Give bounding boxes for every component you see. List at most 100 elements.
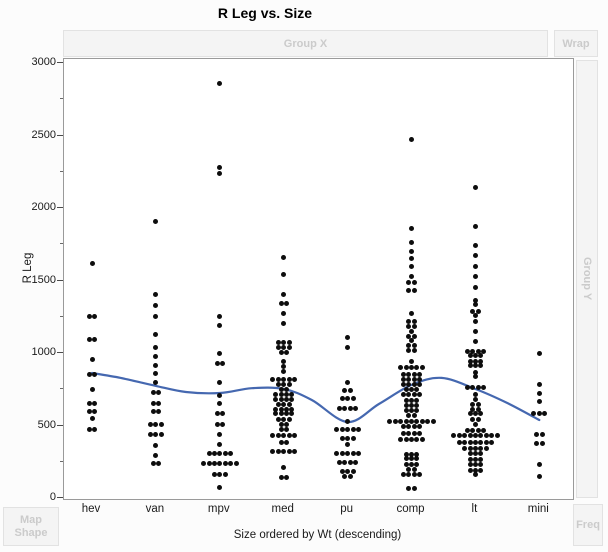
data-point[interactable] bbox=[470, 406, 476, 412]
data-point[interactable] bbox=[283, 426, 289, 432]
data-point[interactable] bbox=[286, 401, 292, 407]
data-point[interactable] bbox=[337, 405, 342, 411]
data-point[interactable] bbox=[472, 298, 478, 304]
data-point[interactable] bbox=[470, 401, 476, 407]
data-point[interactable] bbox=[411, 424, 417, 430]
data-point[interactable] bbox=[153, 344, 159, 350]
data-point[interactable] bbox=[414, 461, 420, 467]
data-point[interactable] bbox=[472, 450, 478, 456]
data-point[interactable] bbox=[281, 381, 287, 387]
data-point[interactable] bbox=[150, 409, 156, 415]
data-point[interactable] bbox=[409, 455, 414, 461]
data-point[interactable] bbox=[472, 433, 478, 439]
data-point[interactable] bbox=[472, 273, 478, 279]
data-point[interactable] bbox=[345, 344, 351, 350]
data-point[interactable] bbox=[86, 371, 92, 377]
data-point[interactable] bbox=[217, 164, 223, 170]
data-point[interactable] bbox=[283, 421, 289, 427]
data-point[interactable] bbox=[411, 472, 417, 478]
data-point[interactable] bbox=[403, 436, 409, 442]
data-point[interactable] bbox=[406, 424, 412, 430]
data-point[interactable] bbox=[153, 291, 159, 297]
data-point[interactable] bbox=[334, 426, 340, 432]
data-point[interactable] bbox=[339, 396, 345, 402]
data-point[interactable] bbox=[153, 431, 159, 437]
data-point[interactable] bbox=[478, 450, 484, 456]
data-point[interactable] bbox=[150, 390, 156, 396]
data-point[interactable] bbox=[467, 363, 473, 369]
data-point[interactable] bbox=[419, 436, 425, 442]
data-point[interactable] bbox=[481, 385, 486, 391]
data-point[interactable] bbox=[347, 405, 353, 411]
data-point[interactable] bbox=[409, 249, 414, 254]
data-point[interactable] bbox=[148, 431, 153, 437]
data-point[interactable] bbox=[281, 339, 287, 345]
data-point[interactable] bbox=[211, 461, 217, 467]
data-point[interactable] bbox=[409, 386, 414, 392]
data-point[interactable] bbox=[153, 452, 159, 458]
data-point[interactable] bbox=[283, 474, 289, 480]
data-point[interactable] bbox=[289, 406, 295, 412]
data-point[interactable] bbox=[283, 411, 289, 417]
data-point[interactable] bbox=[275, 401, 281, 407]
data-point[interactable] bbox=[217, 393, 223, 399]
data-point[interactable] bbox=[222, 450, 228, 456]
data-point[interactable] bbox=[289, 411, 295, 417]
data-point[interactable] bbox=[411, 318, 417, 324]
data-point[interactable] bbox=[406, 343, 412, 349]
data-point[interactable] bbox=[403, 455, 409, 461]
data-point[interactable] bbox=[350, 396, 356, 402]
data-point[interactable] bbox=[92, 408, 98, 414]
drop-zone-wrap[interactable]: Wrap bbox=[554, 30, 598, 57]
data-point[interactable] bbox=[211, 450, 217, 456]
data-point[interactable] bbox=[467, 445, 473, 451]
data-point[interactable] bbox=[222, 461, 228, 467]
data-point[interactable] bbox=[398, 418, 404, 424]
data-point[interactable] bbox=[472, 467, 478, 473]
data-point[interactable] bbox=[228, 461, 234, 467]
data-point[interactable] bbox=[481, 427, 486, 433]
data-point[interactable] bbox=[345, 435, 351, 441]
data-point[interactable] bbox=[92, 313, 98, 319]
data-point[interactable] bbox=[462, 439, 468, 445]
data-point[interactable] bbox=[347, 473, 353, 479]
data-point[interactable] bbox=[153, 354, 159, 360]
data-point[interactable] bbox=[414, 455, 420, 461]
data-point[interactable] bbox=[467, 353, 473, 359]
data-point[interactable] bbox=[278, 349, 284, 355]
data-point[interactable] bbox=[411, 371, 417, 377]
data-point[interactable] bbox=[475, 427, 481, 433]
data-point[interactable] bbox=[472, 318, 478, 324]
data-point[interactable] bbox=[414, 407, 420, 413]
data-point[interactable] bbox=[475, 385, 481, 391]
data-point[interactable] bbox=[470, 308, 476, 314]
data-point[interactable] bbox=[411, 376, 417, 382]
data-point[interactable] bbox=[417, 381, 423, 387]
data-point[interactable] bbox=[211, 471, 217, 477]
data-point[interactable] bbox=[478, 461, 484, 467]
data-point[interactable] bbox=[334, 450, 340, 456]
data-point[interactable] bbox=[89, 386, 95, 392]
data-point[interactable] bbox=[481, 348, 486, 354]
data-point[interactable] bbox=[467, 467, 473, 473]
data-point[interactable] bbox=[456, 433, 462, 439]
data-point[interactable] bbox=[409, 402, 414, 408]
data-point[interactable] bbox=[339, 426, 345, 432]
data-point[interactable] bbox=[86, 401, 92, 407]
data-point[interactable] bbox=[286, 381, 292, 387]
data-point[interactable] bbox=[406, 288, 412, 294]
data-point[interactable] bbox=[392, 418, 398, 424]
data-point[interactable] bbox=[478, 353, 484, 359]
data-point[interactable] bbox=[400, 430, 406, 436]
data-point[interactable] bbox=[489, 439, 495, 445]
data-point[interactable] bbox=[281, 310, 287, 316]
data-point[interactable] bbox=[153, 379, 159, 385]
data-point[interactable] bbox=[472, 243, 478, 249]
data-point[interactable] bbox=[292, 448, 297, 454]
data-point[interactable] bbox=[89, 357, 95, 362]
data-point[interactable] bbox=[283, 301, 289, 307]
data-point[interactable] bbox=[150, 461, 156, 467]
data-point[interactable] bbox=[233, 461, 239, 467]
data-point[interactable] bbox=[472, 358, 478, 364]
data-point[interactable] bbox=[281, 464, 287, 470]
